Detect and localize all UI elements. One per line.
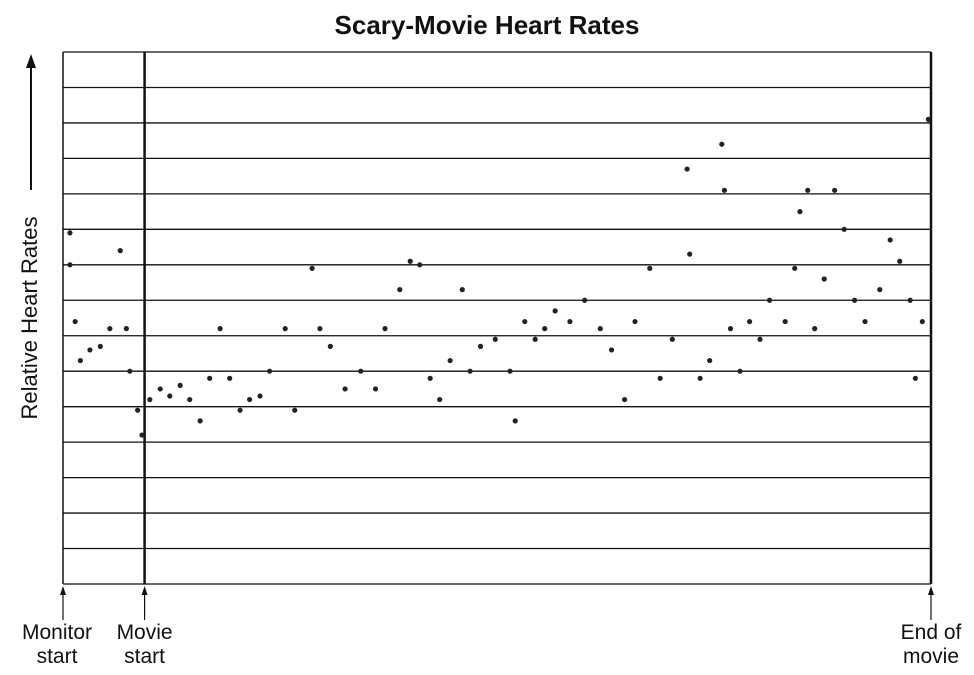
point bbox=[841, 226, 847, 232]
point bbox=[257, 393, 263, 399]
point bbox=[697, 375, 703, 381]
point bbox=[719, 141, 725, 147]
point bbox=[582, 297, 588, 303]
point bbox=[447, 357, 453, 364]
point bbox=[177, 382, 183, 388]
point bbox=[877, 287, 883, 293]
point bbox=[292, 407, 298, 413]
point bbox=[237, 407, 243, 413]
point bbox=[887, 237, 893, 243]
point bbox=[282, 326, 288, 332]
point bbox=[197, 418, 203, 424]
x-tick-arrow-head bbox=[60, 586, 66, 595]
point bbox=[397, 287, 403, 293]
point bbox=[97, 343, 103, 349]
point bbox=[247, 396, 253, 403]
point bbox=[207, 375, 213, 381]
point bbox=[782, 318, 788, 325]
point bbox=[467, 368, 473, 374]
point bbox=[327, 343, 333, 349]
point bbox=[567, 318, 573, 325]
point bbox=[912, 375, 918, 381]
x-tick-label: Movie start bbox=[116, 621, 173, 668]
point bbox=[139, 432, 145, 438]
point bbox=[67, 230, 73, 236]
point bbox=[727, 326, 734, 332]
point bbox=[552, 308, 558, 314]
point bbox=[427, 375, 433, 381]
point bbox=[542, 326, 548, 332]
point bbox=[925, 116, 931, 122]
point bbox=[217, 326, 223, 332]
point bbox=[77, 357, 83, 364]
point bbox=[919, 318, 925, 325]
point bbox=[805, 187, 811, 193]
point bbox=[597, 326, 603, 332]
point bbox=[157, 386, 163, 392]
point bbox=[721, 187, 728, 193]
point bbox=[107, 326, 113, 332]
point bbox=[309, 265, 315, 271]
x-tick-arrow-head bbox=[928, 586, 934, 595]
point bbox=[358, 368, 364, 374]
point bbox=[167, 393, 173, 399]
point bbox=[459, 287, 465, 293]
point bbox=[227, 375, 233, 381]
point bbox=[507, 368, 513, 374]
x-tick-arrow-head bbox=[141, 586, 148, 595]
point bbox=[669, 336, 675, 342]
point bbox=[266, 368, 273, 374]
point bbox=[492, 336, 498, 342]
point bbox=[532, 336, 538, 342]
point bbox=[684, 166, 690, 172]
point bbox=[687, 251, 693, 257]
point bbox=[897, 258, 903, 264]
point bbox=[512, 418, 518, 424]
chart-title: Scary-Movie Heart Rates bbox=[334, 10, 640, 40]
point bbox=[135, 407, 141, 413]
point bbox=[117, 248, 123, 254]
point bbox=[417, 262, 423, 268]
point bbox=[342, 386, 348, 392]
point bbox=[608, 347, 615, 353]
y-axis-label: Relative Heart Rates bbox=[17, 217, 42, 420]
point bbox=[72, 318, 78, 325]
point bbox=[812, 326, 818, 332]
x-tick-label: Monitor start bbox=[21, 621, 93, 668]
point bbox=[821, 276, 827, 282]
point bbox=[757, 336, 763, 342]
point bbox=[621, 396, 628, 403]
point bbox=[407, 258, 413, 264]
point bbox=[522, 318, 528, 325]
point bbox=[862, 318, 868, 325]
point bbox=[797, 209, 803, 215]
point bbox=[123, 326, 129, 332]
point bbox=[632, 318, 638, 325]
y-arrow-head bbox=[26, 54, 36, 68]
point bbox=[737, 368, 743, 374]
point bbox=[832, 187, 838, 193]
point bbox=[477, 343, 484, 349]
point bbox=[792, 265, 798, 271]
point bbox=[647, 265, 653, 271]
point bbox=[67, 262, 73, 268]
point bbox=[437, 396, 443, 403]
point bbox=[907, 297, 913, 303]
point bbox=[766, 297, 773, 303]
point bbox=[147, 396, 153, 403]
point bbox=[746, 318, 753, 325]
point bbox=[317, 326, 323, 332]
point bbox=[382, 326, 388, 332]
point bbox=[852, 297, 858, 303]
point bbox=[127, 368, 133, 374]
point bbox=[657, 375, 663, 381]
point bbox=[372, 386, 379, 392]
point bbox=[707, 357, 713, 364]
point bbox=[87, 347, 93, 353]
x-tick-label: End of movie bbox=[900, 621, 962, 668]
point bbox=[187, 396, 193, 403]
